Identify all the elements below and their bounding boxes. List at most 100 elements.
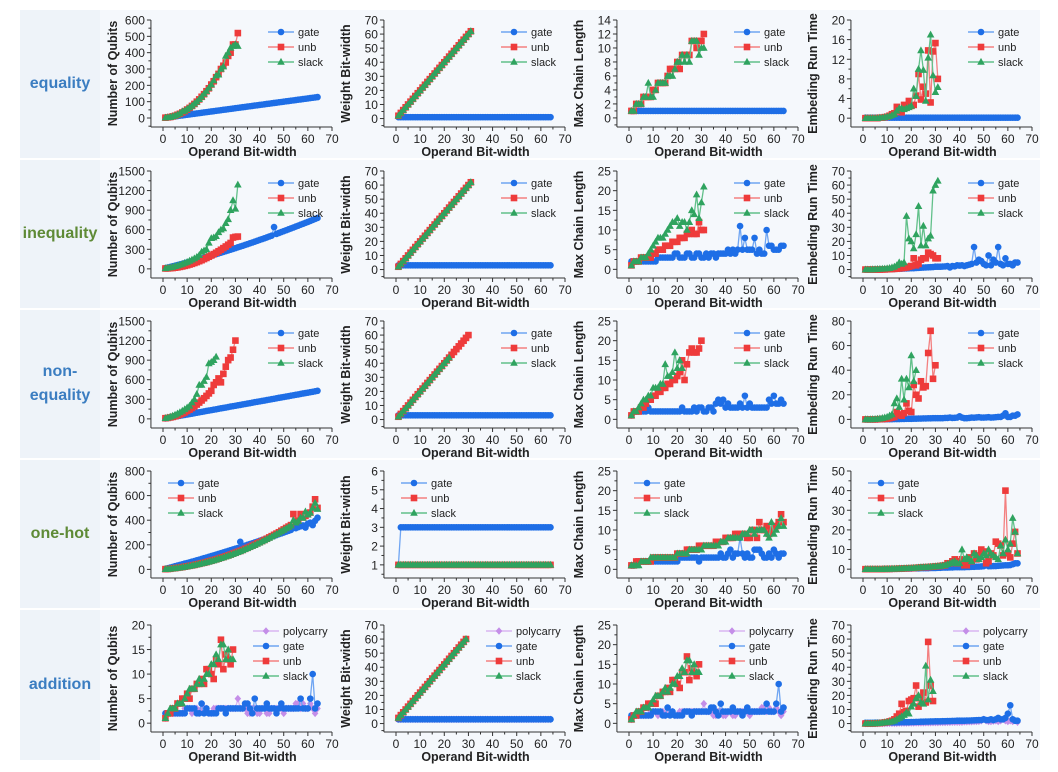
- data-point-slack: [644, 703, 653, 711]
- x-tick-label: 50: [277, 132, 291, 146]
- row-label-addition: addition: [28, 676, 92, 693]
- x-tick-label: 60: [301, 583, 315, 597]
- data-point-slack: [680, 57, 689, 65]
- data-point-gate: [994, 243, 1002, 251]
- data-point-slack: [765, 533, 773, 541]
- x-tick-label: 50: [510, 737, 524, 751]
- x-tick-label: 10: [180, 433, 194, 447]
- data-point-slack: [224, 645, 232, 653]
- data-point-slack: [193, 389, 201, 397]
- data-point-slack: [164, 709, 172, 717]
- data-point-unb: [963, 561, 971, 569]
- data-point-slack: [205, 669, 213, 677]
- y-tick-label: 40: [832, 661, 846, 675]
- data-point-slack: [234, 42, 242, 49]
- y-tick-label: 10: [598, 41, 612, 55]
- legend-marker-gate: [643, 479, 651, 487]
- data-point-gate: [314, 387, 321, 395]
- series-slack: [161, 498, 322, 572]
- data-point-unb: [690, 668, 698, 676]
- series-line-unb: [165, 32, 239, 119]
- legend: polycarry gate unb slack: [253, 626, 328, 683]
- data-point-slack: [646, 245, 655, 253]
- data-point-polycarry: [299, 699, 307, 708]
- data-point-slack: [671, 64, 679, 72]
- legend-label-unb: unb: [516, 656, 534, 668]
- legend-marker-slack: [277, 208, 285, 216]
- data-point-unb: [924, 638, 932, 646]
- y-tick-label: 10: [832, 703, 846, 717]
- x-tick-label: 30: [695, 433, 709, 447]
- legend-marker-slack: [262, 671, 270, 679]
- data-point-slack: [736, 533, 744, 541]
- panel-one-hot-weight-bit-width: 0 10 20 30 40 50 60 70 Operand Bit-width 1 2 3 4 5 6 We…: [339, 465, 572, 611]
- data-point-polycarry: [256, 709, 263, 718]
- data-point-gate: [191, 705, 198, 712]
- data-point-slack: [921, 661, 930, 669]
- legend-label-unb: unb: [998, 42, 1016, 54]
- y-tick-label: 0: [138, 262, 145, 276]
- data-point-unb: [693, 44, 700, 52]
- legend-marker-unb: [410, 494, 418, 502]
- data-point-unb: [227, 239, 234, 247]
- legend-marker-gate: [728, 642, 736, 650]
- legend-marker-unb: [977, 344, 985, 352]
- data-point-slack: [209, 660, 218, 668]
- y-tick-label: 300: [125, 63, 145, 77]
- legend-label-slack: slack: [998, 358, 1024, 370]
- legend-marker-gate: [743, 329, 751, 337]
- y-tick-label: 40: [365, 661, 379, 675]
- x-tick-label: 30: [695, 583, 709, 597]
- data-point-gate: [314, 700, 321, 707]
- data-point-unb: [903, 400, 910, 407]
- y-tick-label: 0: [138, 563, 145, 577]
- data-point-gate: [734, 246, 741, 253]
- data-point-unb: [746, 534, 754, 542]
- data-point-slack: [931, 180, 940, 188]
- series-gate: [862, 701, 1021, 727]
- data-point-slack: [644, 249, 653, 257]
- y-tick-label: 0: [604, 413, 611, 427]
- data-point-unb: [763, 522, 770, 530]
- y-tick-label: 50: [365, 42, 379, 56]
- x-tick-label: 0: [860, 433, 867, 447]
- data-point-slack: [912, 230, 920, 238]
- data-point-unb: [635, 408, 642, 415]
- data-point-unb: [910, 694, 917, 702]
- data-point-unb: [910, 381, 917, 389]
- legend: gate unb slack: [734, 27, 790, 69]
- y-tick-label: 0: [371, 413, 378, 427]
- data-point-slack: [683, 225, 691, 233]
- data-point-slack: [659, 233, 667, 241]
- y-tick-label: 12: [832, 53, 846, 67]
- data-point-unb: [647, 558, 655, 565]
- data-point-unb: [227, 354, 234, 361]
- data-point-slack: [311, 498, 319, 506]
- y-tick-label: 0: [371, 112, 378, 126]
- legend: gate unb slack: [968, 178, 1024, 220]
- series-slack: [161, 640, 237, 722]
- data-point-slack: [967, 557, 976, 565]
- y-tick-label: 25: [598, 619, 612, 633]
- data-point-slack: [743, 529, 752, 537]
- x-tick-label: 20: [438, 737, 452, 751]
- data-point-gate: [297, 695, 304, 702]
- data-point-slack: [663, 225, 672, 233]
- data-point-slack: [926, 675, 935, 683]
- x-tick-label: 60: [1001, 737, 1015, 751]
- data-point-gate: [294, 705, 302, 712]
- y-tick-label: 2: [604, 97, 611, 111]
- data-point-unb: [900, 409, 908, 417]
- x-tick-label: 60: [534, 132, 548, 146]
- x-tick-label: 20: [205, 132, 219, 146]
- data-point-slack: [695, 214, 703, 222]
- x-tick-label: 20: [205, 283, 219, 297]
- data-point-gate: [734, 550, 741, 557]
- y-tick-label: 15: [132, 643, 146, 657]
- data-point-unb: [676, 65, 683, 73]
- data-point-slack: [917, 46, 925, 54]
- y-tick-label: 10: [365, 249, 379, 263]
- legend-label-slack: slack: [898, 508, 924, 520]
- legend: gate unb slack: [868, 478, 924, 520]
